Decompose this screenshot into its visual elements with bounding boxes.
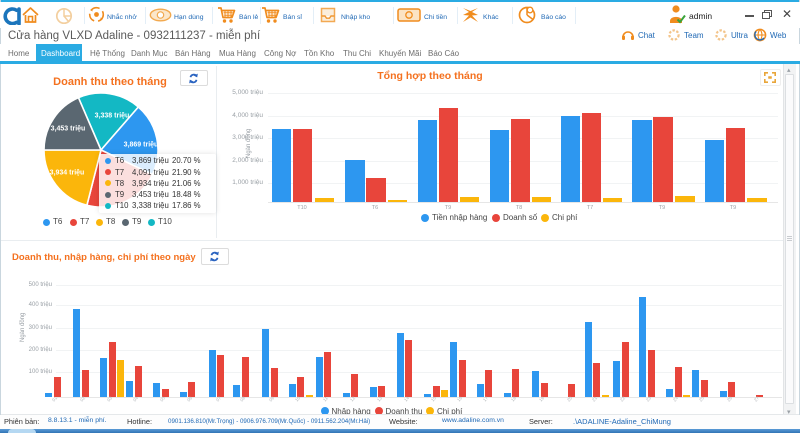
svg-text:3,934 triệu: 3,934 triệu [50,170,85,177]
svg-text:3,338 triệu: 3,338 triệu [95,113,130,120]
svg-text:3,869 triệu: 3,869 triệu [124,142,159,149]
svg-text:3,453 triệu: 3,453 triệu [51,126,86,133]
